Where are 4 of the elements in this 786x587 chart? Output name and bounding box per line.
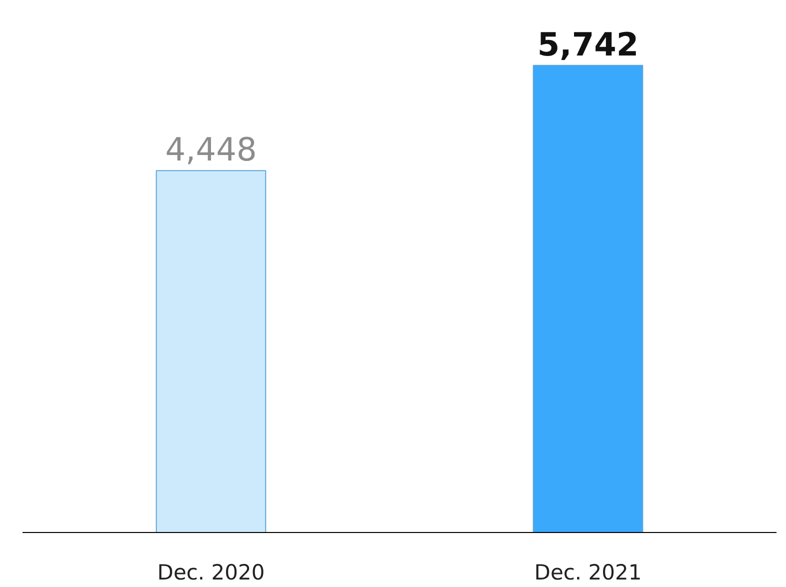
x-tick-label: Dec. 2021 [534, 560, 642, 584]
x-tick-label: Dec. 2020 [157, 560, 265, 584]
data-label: 5,742 [537, 25, 639, 64]
data-label: 4,448 [165, 130, 257, 169]
